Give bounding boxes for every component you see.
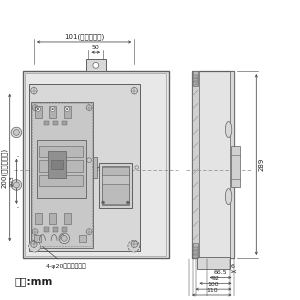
Text: 単位:mm: 単位:mm [14, 276, 52, 286]
Circle shape [36, 107, 40, 111]
Bar [64, 106, 71, 118]
Circle shape [50, 107, 55, 111]
Text: 66.5: 66.5 [214, 270, 227, 275]
Circle shape [66, 108, 68, 110]
Bar [232, 146, 240, 187]
Circle shape [14, 130, 19, 135]
Text: 200(取付ピッチ): 200(取付ピッチ) [1, 147, 8, 188]
Text: 50: 50 [92, 45, 100, 50]
Circle shape [11, 180, 22, 190]
Bar [79, 235, 86, 242]
Bar [102, 166, 129, 206]
Text: 103: 103 [9, 176, 14, 187]
Bar [64, 213, 71, 224]
Text: 4-φ20ノックアウト: 4-φ20ノックアウト [43, 247, 87, 269]
Bar [193, 82, 198, 85]
Circle shape [128, 240, 140, 252]
Text: 289: 289 [259, 158, 265, 171]
Bar [230, 71, 234, 258]
Circle shape [52, 108, 53, 110]
Bar [62, 227, 67, 232]
Circle shape [11, 127, 22, 138]
Bar [197, 257, 230, 269]
Circle shape [65, 107, 70, 111]
Bar [40, 175, 83, 186]
Bar [34, 235, 41, 242]
Circle shape [102, 201, 104, 204]
Bar [37, 140, 86, 198]
Bar [34, 213, 41, 224]
Bar [193, 71, 198, 86]
Bar [102, 184, 129, 204]
Bar [51, 160, 63, 169]
Bar [99, 163, 132, 208]
Bar [192, 71, 199, 258]
Bar [102, 167, 129, 175]
Bar [53, 121, 58, 125]
Bar [53, 227, 58, 232]
Bar [193, 255, 198, 258]
Bar [31, 102, 94, 248]
Bar [40, 160, 83, 172]
Bar [32, 103, 92, 246]
Bar [94, 157, 97, 178]
Bar [193, 243, 198, 258]
Bar [49, 106, 56, 118]
Text: 101(取付ピッチ): 101(取付ピッチ) [64, 33, 104, 40]
Bar [62, 121, 67, 125]
Ellipse shape [225, 189, 232, 205]
Bar [85, 59, 106, 71]
Text: 6: 6 [230, 264, 234, 269]
Bar [44, 121, 49, 125]
Ellipse shape [225, 122, 232, 137]
Text: 110: 110 [206, 288, 218, 292]
Bar [23, 71, 169, 258]
Circle shape [14, 182, 19, 188]
Bar [193, 78, 198, 81]
Bar [34, 106, 41, 118]
Bar [25, 74, 166, 256]
Bar [192, 71, 234, 258]
Circle shape [37, 108, 39, 110]
Bar [48, 152, 66, 178]
Bar [44, 227, 49, 232]
Circle shape [59, 233, 70, 244]
Text: 100: 100 [208, 282, 219, 287]
Circle shape [93, 62, 99, 68]
Circle shape [126, 201, 129, 204]
Bar [49, 213, 56, 224]
Bar [193, 75, 198, 78]
Circle shape [29, 240, 40, 252]
Bar [29, 84, 140, 250]
Bar [40, 146, 83, 157]
Circle shape [61, 236, 67, 241]
Text: 92: 92 [212, 276, 219, 281]
Bar [193, 248, 198, 250]
Bar [193, 251, 198, 254]
